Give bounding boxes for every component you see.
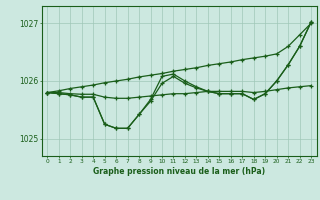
X-axis label: Graphe pression niveau de la mer (hPa): Graphe pression niveau de la mer (hPa) xyxy=(93,167,265,176)
